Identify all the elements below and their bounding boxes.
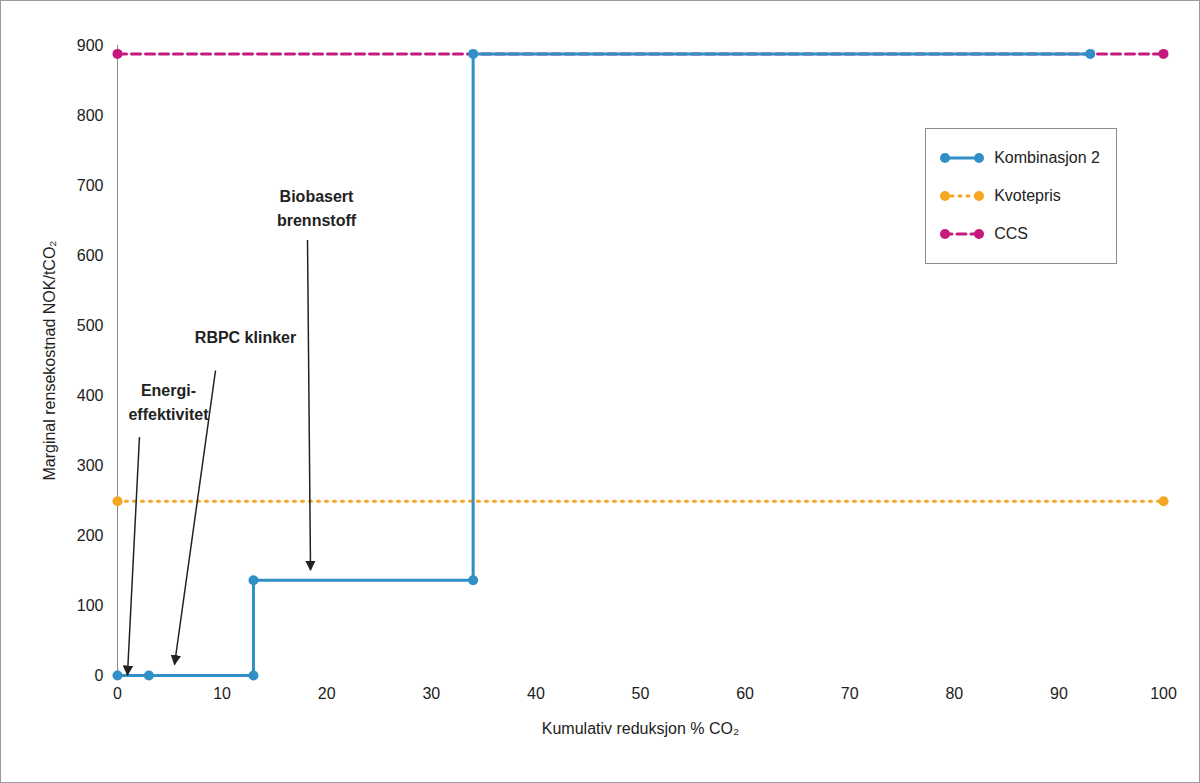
- svg-text:900: 900: [77, 37, 104, 54]
- svg-text:Kumulativ reduksjon % CO₂: Kumulativ reduksjon % CO₂: [542, 720, 739, 737]
- svg-text:90: 90: [1050, 685, 1068, 702]
- svg-text:30: 30: [422, 685, 440, 702]
- html-text:Kombinasjon 2: Kombinasjon 2: [994, 149, 1100, 166]
- svg-text:800: 800: [77, 107, 104, 124]
- svg-text:0: 0: [113, 685, 122, 702]
- svg-text:600: 600: [77, 247, 104, 264]
- html-text:CCS: CCS: [994, 225, 1028, 242]
- svg-text:60: 60: [736, 685, 754, 702]
- svg-text:50: 50: [632, 685, 650, 702]
- svg-text:Marginal rensekostnad NOK/tCO₂: Marginal rensekostnad NOK/tCO₂: [41, 240, 58, 480]
- svg-text:400: 400: [77, 387, 104, 404]
- svg-text:70: 70: [841, 685, 859, 702]
- svg-text:10: 10: [213, 685, 231, 702]
- svg-text:100: 100: [1150, 685, 1177, 702]
- svg-text:RBPC klinker: RBPC klinker: [195, 329, 296, 346]
- svg-text:Energi-effektivitet: Energi-effektivitet: [128, 382, 209, 423]
- svg-text:700: 700: [77, 177, 104, 194]
- svg-text:20: 20: [318, 685, 336, 702]
- html-text:Kvotepris: Kvotepris: [994, 187, 1061, 204]
- svg-text:100: 100: [77, 597, 104, 614]
- svg-text:200: 200: [77, 527, 104, 544]
- svg-text:300: 300: [77, 457, 104, 474]
- svg-text:500: 500: [77, 317, 104, 334]
- svg-text:Biobasertbrennstoff: Biobasertbrennstoff: [277, 188, 357, 229]
- svg-text:80: 80: [945, 685, 963, 702]
- svg-text:0: 0: [95, 667, 104, 684]
- svg-text:40: 40: [527, 685, 545, 702]
